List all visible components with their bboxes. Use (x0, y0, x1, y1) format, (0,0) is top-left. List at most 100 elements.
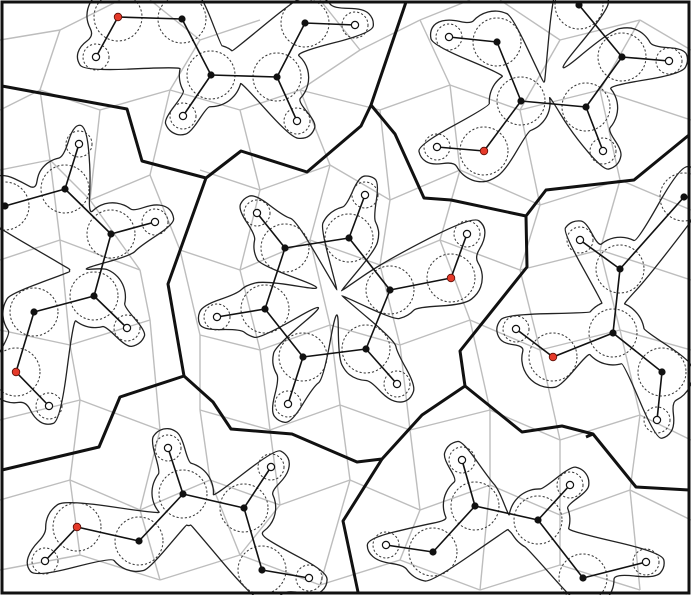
carbon-atom (301, 19, 309, 27)
voronoi-edge (599, 249, 621, 331)
molecular-surface-contour (0, 124, 175, 425)
heavy-atom-radius-circle (158, 469, 208, 519)
voronoi-edge (319, 559, 401, 586)
carbon-atom (658, 368, 666, 376)
voronoi-edge (139, 269, 151, 321)
voronoi-edge (239, 239, 311, 271)
bond (256, 212, 286, 249)
voronoi-edge (239, 504, 281, 556)
bond (64, 143, 80, 190)
voronoi-edge (419, 19, 451, 86)
voronoi-edge (149, 0, 201, 41)
bond (182, 493, 245, 509)
voronoi-edge (619, 329, 691, 351)
heavy-atom-radius-circle (52, 502, 102, 552)
voronoi-edge (259, 349, 271, 431)
bond (93, 233, 112, 297)
bond (4, 188, 66, 207)
heavy-atom-radius-circle (0, 181, 30, 231)
voronoi-edge (89, 199, 141, 271)
hydrogen-radius-circle (435, 23, 463, 51)
hydrogen-atom (74, 139, 84, 149)
voronoi-edge (59, 0, 121, 31)
bond (15, 371, 50, 407)
heavy-atom-radius-circle (219, 483, 269, 533)
voronoi-edge (0, 159, 51, 171)
carbon-atom (534, 516, 542, 524)
bond (578, 4, 623, 58)
bond (33, 295, 95, 313)
hydrogen-radius-circle (35, 392, 63, 420)
carbon-atom (362, 345, 370, 353)
bond (276, 76, 298, 122)
voronoi-edge (149, 174, 181, 251)
carbon-atom (386, 286, 394, 294)
bond (138, 493, 184, 542)
carbon-atom (618, 53, 626, 61)
hydrogen-atom (292, 116, 302, 126)
bond (210, 74, 278, 78)
hydrogen-atom (40, 556, 50, 566)
bond (64, 188, 112, 235)
carbon-atom (429, 548, 437, 556)
voronoi-edge (539, 349, 561, 441)
hydrogen-radius-circle (295, 564, 323, 592)
voronoi-edge (479, 484, 491, 591)
heavy-atom-radius-circle (278, 332, 328, 382)
voronoi-edge (309, 239, 381, 266)
hydrogen-atom (44, 401, 54, 411)
oxygen-atom (446, 273, 456, 283)
hydrogen-radius-circle (65, 130, 93, 158)
hydrogen-atom (350, 20, 360, 30)
heavy-atom-radius-circle (157, 0, 207, 44)
bond (483, 100, 522, 152)
bond (15, 311, 35, 373)
heavy-atom-radius-circle (561, 82, 611, 132)
voronoi-edge (629, 489, 691, 521)
hydrogen-atom (150, 217, 160, 227)
voronoi-edge (559, 414, 641, 441)
voronoi-edge (619, 329, 641, 416)
heavy-atom-radius-circle (459, 126, 509, 176)
bond (436, 146, 485, 152)
heavy-atom-radius-circle (0, 347, 41, 397)
molecular-surface-contour (26, 428, 328, 595)
hydrogen-atom (252, 208, 262, 218)
hydrogen-atom (598, 146, 608, 156)
carbon-atom (517, 97, 525, 105)
bond (117, 16, 183, 20)
heavy-atom-radius-circle (597, 32, 647, 82)
voronoi-edge (0, 479, 71, 501)
voronoi-edge (599, 179, 621, 251)
voronoi-edge (199, 409, 271, 431)
atoms (1, 1, 688, 583)
heavy-atom-radius-circle (69, 271, 119, 321)
carbon-atom (258, 566, 266, 574)
bond (537, 484, 571, 521)
heavy-atom-radius-circle (40, 164, 90, 214)
hydrogen-radius-circle (257, 453, 285, 481)
voronoi-edge (449, 84, 461, 171)
heavy-atom-radius-circle (280, 0, 330, 48)
heavy-atom-radius-circle (341, 324, 391, 374)
heavy-atom-radius-circle (426, 253, 476, 303)
hydrogen-atom (304, 573, 314, 583)
cell-boundary-line (341, 458, 384, 593)
carbon-atom (261, 305, 269, 313)
voronoi-edge (309, 239, 331, 326)
bond (515, 328, 554, 358)
bond (385, 544, 434, 553)
voronoi-edge (449, 84, 521, 111)
voronoi-edge (0, 239, 61, 261)
carbon-atom (493, 38, 501, 46)
voronoi-edge (339, 404, 411, 431)
hydrogen-radius-circle (141, 208, 169, 236)
heavy-atom-radius-circle (637, 347, 687, 397)
voronoi-edge (279, 479, 351, 506)
voronoi-edge (179, 249, 241, 271)
hydrogen-atom (511, 324, 521, 334)
bond (261, 569, 310, 579)
bond (450, 233, 468, 279)
voronoi-edge (379, 109, 391, 201)
heavy-atom-radius-circle (86, 209, 136, 259)
